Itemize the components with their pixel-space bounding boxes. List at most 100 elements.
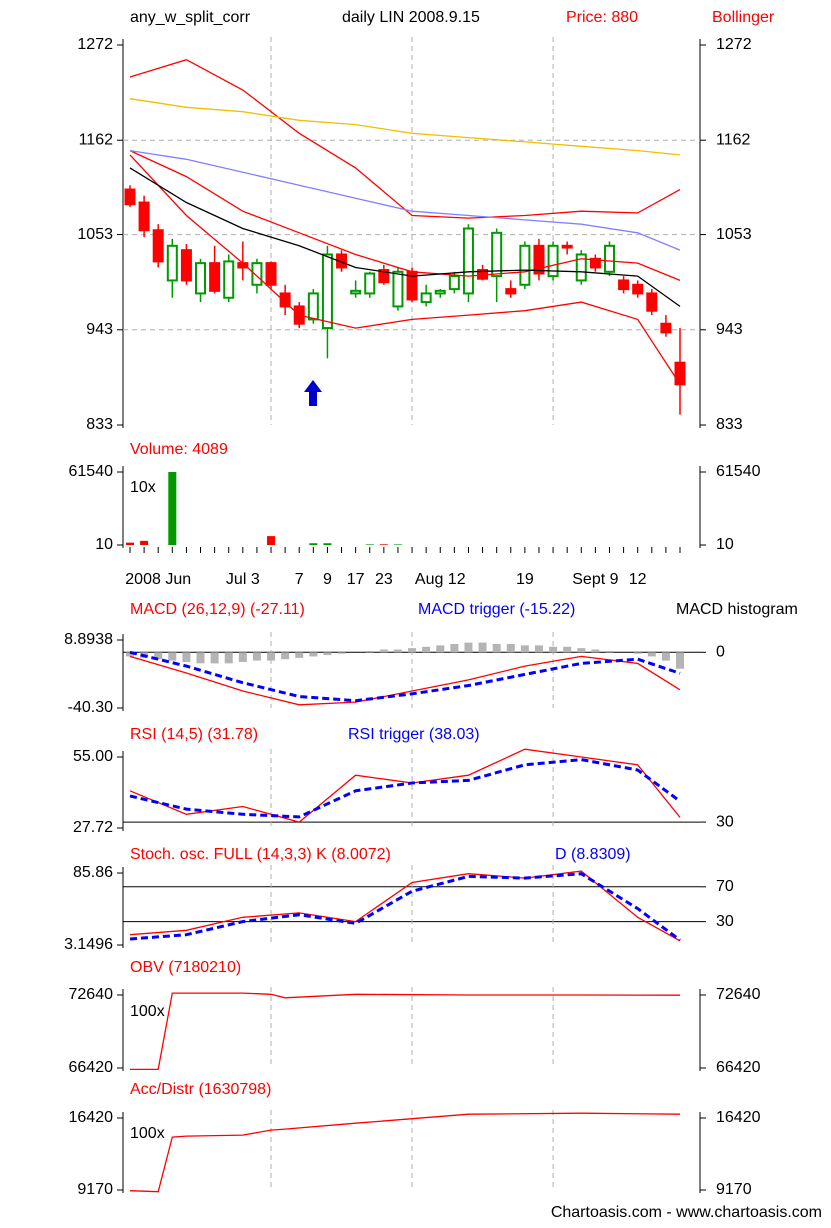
histogram-bar (379, 649, 388, 653)
histogram-bar (323, 652, 332, 656)
candle-body (166, 244, 178, 282)
x-tick-label: 19 (516, 571, 534, 588)
y2-tick-label: 61540 (716, 463, 761, 480)
y-tick-label: 8.8938 (64, 631, 113, 648)
chart-subtitle: daily LIN 2008.9.15 (342, 9, 480, 26)
y-tick-label: 10 (95, 536, 113, 553)
indicator-label: Bollinger (712, 9, 775, 26)
y2-tick-label: 1162 (716, 131, 751, 148)
histogram-bar (464, 642, 473, 653)
y-tick-label: 3.1496 (64, 936, 113, 953)
x-tick-label: Sept 9 (572, 571, 618, 588)
x-tick-label: Jul 3 (226, 571, 260, 588)
line (129, 1112, 681, 1193)
y2-tick-label: 72640 (716, 986, 761, 1003)
line (129, 167, 681, 307)
arrow (304, 380, 322, 406)
candle-body (618, 279, 630, 291)
histogram-bar (309, 652, 318, 657)
histogram-bar (252, 652, 261, 661)
candle-body (279, 292, 291, 308)
y-tick-label: 55.00 (73, 748, 113, 765)
volume-bar (379, 544, 388, 545)
line (129, 650, 681, 703)
candle-body (350, 289, 362, 295)
candle-body (462, 227, 474, 295)
candle-body (223, 260, 235, 299)
line (129, 150, 681, 282)
line (129, 655, 681, 706)
line (129, 58, 681, 219)
line (130, 992, 681, 1071)
y-tick-label: 1162 (79, 131, 114, 148)
legend-entry: MACD histogram (676, 601, 798, 618)
histogram-bar (267, 652, 276, 661)
line (129, 149, 681, 251)
x-tick-label: 17 (347, 571, 365, 588)
candle-body (491, 231, 503, 278)
histogram-bar (182, 652, 191, 662)
x-tick-label: 12 (629, 571, 647, 588)
volume-multiplier: 10x (130, 479, 156, 496)
y2-tick-label: 10 (716, 536, 734, 553)
line (129, 758, 681, 819)
volume-bar (323, 543, 332, 545)
y-tick-label: 1272 (77, 36, 113, 53)
volume-bar (393, 544, 402, 545)
histogram-bar (337, 652, 346, 654)
histogram-bar (393, 649, 402, 653)
histogram-bar (563, 646, 572, 653)
volume-bar (309, 543, 318, 545)
volume-bar (365, 544, 374, 545)
ad-multiplier: 100x (130, 1125, 165, 1142)
histogram-bar (365, 650, 374, 653)
legend-entry: D (8.8309) (555, 846, 631, 863)
y-tick-label: 1053 (77, 226, 113, 243)
volume-bar (126, 542, 134, 545)
candle-body (209, 262, 221, 292)
histogram-bar (506, 644, 515, 653)
y2-tick-label: 0 (716, 644, 725, 661)
candle-body (307, 292, 319, 321)
histogram-bar (422, 646, 431, 653)
histogram-bar (647, 652, 656, 657)
y-tick-label: 27.72 (73, 819, 113, 836)
candle-body (195, 262, 207, 295)
candle-body (589, 257, 601, 269)
chart-title: any_w_split_corr (130, 9, 251, 26)
line (129, 872, 681, 942)
y-tick-label: 61540 (69, 463, 114, 480)
histogram-bar (591, 649, 600, 653)
x-tick-label: 2008 Jun (125, 571, 191, 588)
y2-tick-label: 30 (716, 913, 734, 930)
volume-bar (168, 472, 177, 545)
y2-tick-label: 1272 (716, 36, 752, 53)
histogram-bar (520, 645, 529, 653)
legend-entry: RSI (14,5) (31.78) (130, 726, 258, 743)
x-tick-label: 7 (295, 571, 304, 588)
candle-body (364, 272, 376, 295)
histogram-bar (450, 644, 459, 653)
histogram-bar (492, 644, 501, 653)
line (129, 98, 681, 156)
y2-tick-label: 30 (716, 813, 734, 830)
candle-body (420, 292, 432, 304)
histogram-bar (224, 652, 233, 664)
volume-title: Volume: 4089 (130, 441, 228, 458)
histogram-bar (408, 648, 417, 653)
candle-body (561, 244, 573, 249)
candle-body (434, 289, 446, 295)
y-tick-label: -40.30 (68, 699, 113, 716)
histogram-bar (633, 652, 642, 654)
histogram-bar (281, 652, 290, 660)
candle-body (575, 253, 587, 282)
footer: Chartoasis.com - www.chartoasis.com (551, 1204, 822, 1221)
candle-body (152, 229, 164, 263)
candle-body (378, 269, 390, 284)
obv-title: OBV (7180210) (130, 959, 241, 976)
x-tick-label: 9 (323, 571, 332, 588)
x-tick-label: Aug 12 (415, 571, 466, 588)
candle-body (505, 288, 517, 295)
